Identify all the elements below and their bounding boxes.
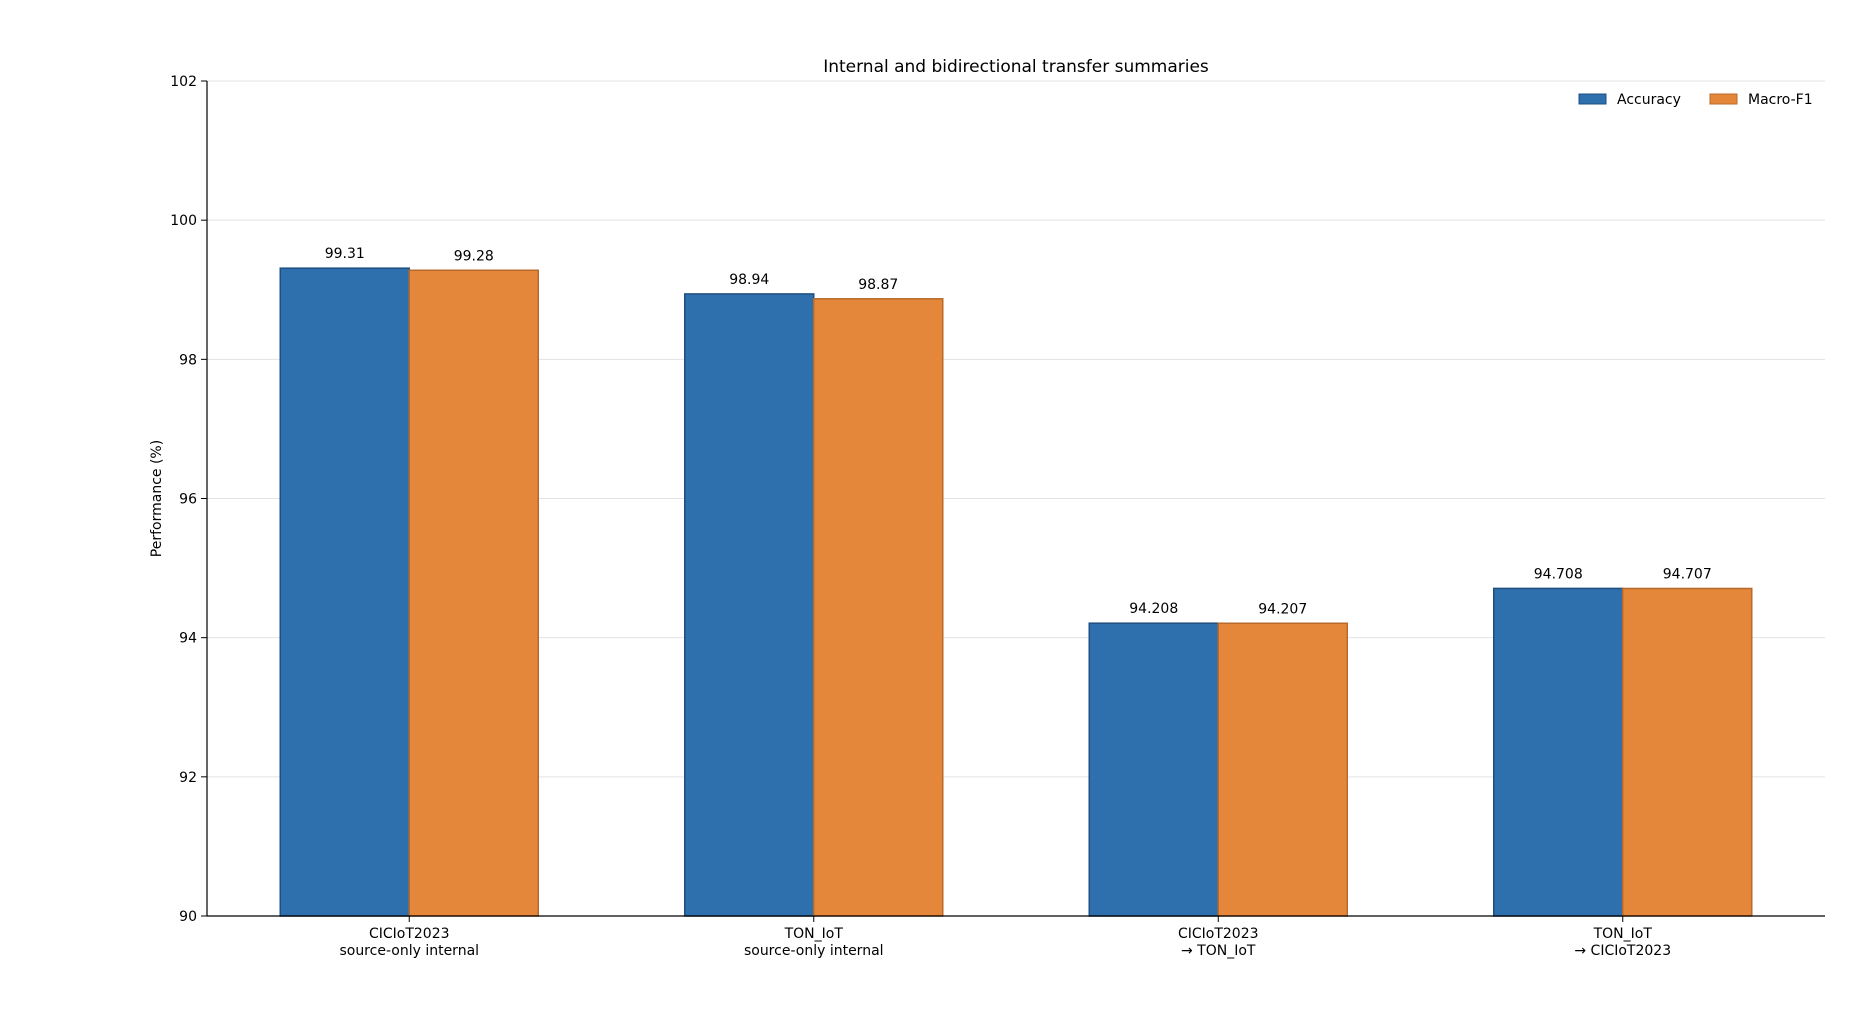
y-tick-label: 90	[179, 909, 197, 925]
x-tick-label: source-only internal	[744, 943, 884, 959]
legend: Accuracy Macro-F1	[1578, 92, 1813, 108]
y-tick-labels: 90 92 94 96 98 100 102	[170, 74, 197, 925]
legend-swatch	[1709, 93, 1738, 105]
y-axis-label: Performance (%)	[149, 440, 165, 557]
bar-accuracy	[684, 293, 815, 917]
y-tick-label: 98	[179, 352, 197, 368]
bar-value-label: 98.87	[858, 277, 898, 293]
x-tick-label: TON_IoT	[1593, 926, 1653, 942]
legend-label: Macro-F1	[1748, 92, 1813, 108]
bar-accuracy	[1493, 587, 1624, 917]
bar-value-label: 94.707	[1663, 566, 1712, 582]
chart-title: Internal and bidirectional transfer summ…	[823, 57, 1209, 77]
x-tick-label: TON_IoT	[784, 926, 844, 942]
bar-macro-f1	[813, 298, 944, 917]
y-tick-label: 94	[179, 631, 197, 647]
y-tick-label: 92	[179, 770, 197, 786]
bar-macro-f1	[1622, 587, 1753, 917]
bar-macro-f1	[1217, 622, 1348, 917]
y-tick-label: 102	[170, 74, 197, 90]
bar-value-label: 94.708	[1534, 566, 1583, 582]
legend-label: Accuracy	[1617, 92, 1681, 108]
bars	[279, 267, 1753, 917]
x-tick-label: → CICIoT2023	[1574, 943, 1671, 959]
bar-accuracy	[279, 267, 410, 917]
legend-swatch	[1578, 93, 1607, 105]
bar-value-label: 94.207	[1258, 601, 1307, 617]
x-tick-label: source-only internal	[339, 943, 479, 959]
y-tick-label: 96	[179, 492, 197, 508]
x-tick-label: → TON_IoT	[1181, 943, 1256, 959]
x-tick-label: CICIoT2023	[369, 926, 450, 942]
y-tick-label: 100	[170, 213, 197, 229]
bar-accuracy	[1088, 622, 1219, 917]
bar-value-label: 99.31	[325, 246, 365, 262]
bar-value-labels: 99.31 99.28 98.94 98.87 94.208 94.207 94.708 94…	[325, 246, 1712, 617]
axes	[201, 80, 1825, 922]
bar-macro-f1	[408, 269, 539, 917]
bar-value-label: 98.94	[729, 272, 769, 288]
bar-value-label: 99.28	[454, 248, 494, 264]
bar-value-label: 94.208	[1129, 601, 1178, 617]
x-tick-label: CICIoT2023	[1178, 926, 1259, 942]
